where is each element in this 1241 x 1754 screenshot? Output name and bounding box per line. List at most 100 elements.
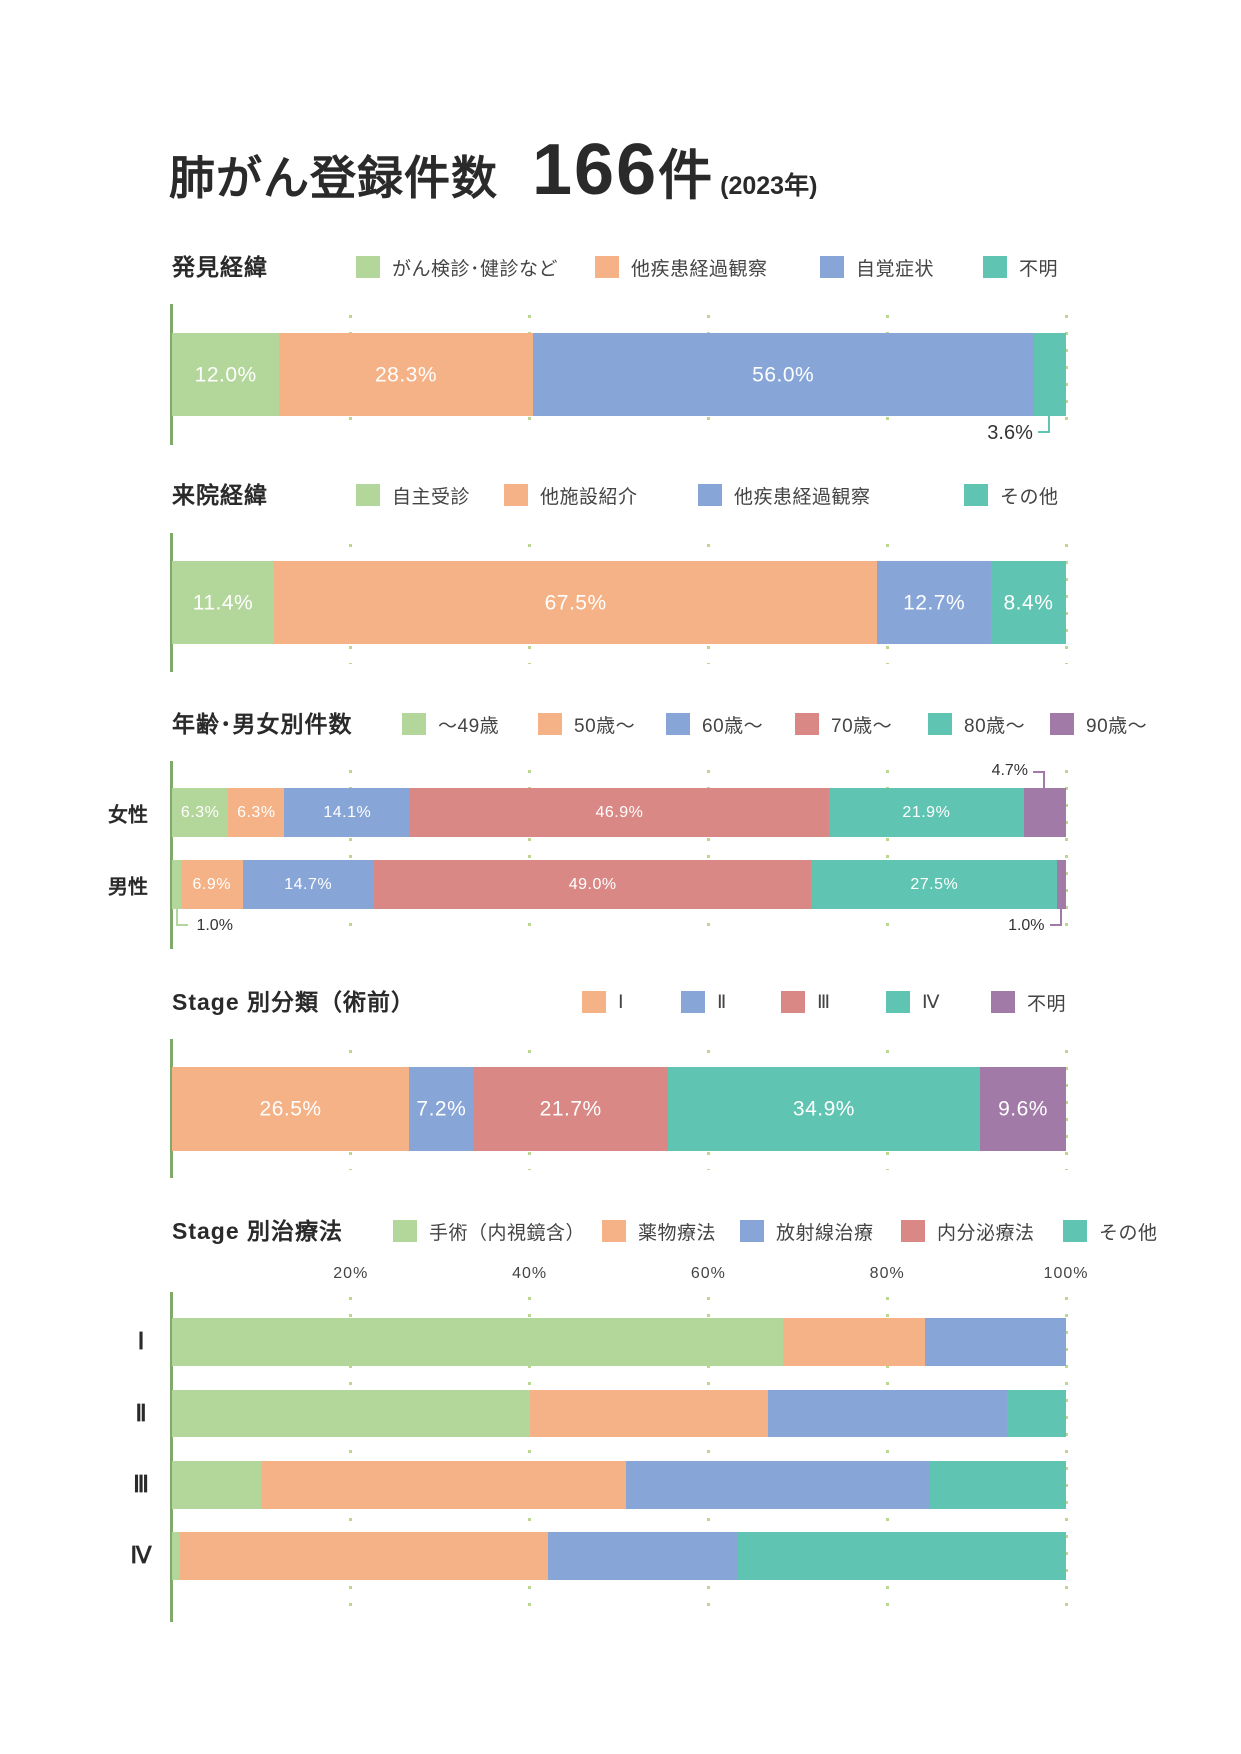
section-heading-stage: Stage 別分類（術前） bbox=[172, 989, 416, 1015]
legend-item: 不明 bbox=[991, 990, 1066, 1015]
legend-item: 薬物療法 bbox=[602, 1219, 717, 1244]
legend-label: 自主受診 bbox=[392, 486, 471, 508]
label-leader-line bbox=[1049, 909, 1062, 926]
legend-swatch bbox=[681, 991, 705, 1013]
bar-segment bbox=[228, 788, 285, 837]
bar-segment bbox=[811, 860, 1058, 909]
legend-item: がん検診･健診など bbox=[356, 255, 558, 280]
data-label: 1.0% bbox=[1008, 917, 1045, 934]
data-label: 4.7% bbox=[991, 762, 1029, 779]
legend-label: 放射線治療 bbox=[776, 1222, 874, 1244]
legend-label: 手術（内視鏡含） bbox=[429, 1222, 586, 1244]
legend-swatch bbox=[964, 484, 988, 506]
bar-segment bbox=[532, 333, 1035, 416]
data-label: 27.5% bbox=[910, 875, 959, 893]
legend-swatch bbox=[602, 1220, 626, 1242]
legend-item: その他 bbox=[964, 483, 1059, 508]
legend-swatch bbox=[698, 484, 722, 506]
legend-label: その他 bbox=[1099, 1222, 1158, 1244]
bar-segment bbox=[930, 1461, 1067, 1509]
title-year: (2023年) bbox=[720, 172, 818, 200]
legend-item: 70歳～ bbox=[795, 712, 893, 737]
bar-segment bbox=[529, 1390, 769, 1437]
legend-label: 薬物療法 bbox=[638, 1222, 717, 1244]
legend-swatch bbox=[781, 991, 805, 1013]
legend-item: 不明 bbox=[983, 255, 1058, 280]
section-heading-treatment: Stage 別治療法 bbox=[172, 1218, 344, 1244]
bar-segment bbox=[172, 1318, 784, 1366]
x-tick-label: 20% bbox=[333, 1265, 369, 1282]
legend-swatch bbox=[393, 1220, 417, 1242]
data-label: 6.9% bbox=[192, 875, 231, 893]
y-axis-line bbox=[170, 1292, 173, 1622]
gridline bbox=[1064, 770, 1068, 940]
data-label: 56.0% bbox=[752, 363, 815, 386]
row-label: Ⅰ bbox=[137, 1329, 145, 1354]
legend-item: Ⅳ bbox=[886, 990, 940, 1014]
legend-swatch bbox=[356, 484, 380, 506]
data-label: 9.6% bbox=[998, 1097, 1048, 1121]
data-label: 11.4% bbox=[192, 591, 254, 614]
bar-segment bbox=[279, 333, 534, 416]
legend-item: 手術（内視鏡含） bbox=[393, 1219, 586, 1244]
section-heading-age-sex: 年齢･男女別件数 bbox=[172, 711, 353, 737]
legend-label: 80歳～ bbox=[964, 715, 1026, 737]
data-label: 26.5% bbox=[259, 1097, 322, 1121]
y-axis-line bbox=[170, 533, 173, 672]
x-tick-label: 80% bbox=[869, 1265, 905, 1282]
legend-label: 70歳～ bbox=[831, 715, 893, 737]
bar-segment bbox=[242, 860, 375, 909]
legend-label: 他施設紹介 bbox=[540, 486, 638, 508]
bar-segment bbox=[172, 1532, 181, 1580]
legend-swatch bbox=[820, 256, 844, 278]
row-label: Ⅱ bbox=[135, 1400, 147, 1426]
legend-label: Ⅳ bbox=[922, 991, 941, 1013]
data-label: 67.5% bbox=[544, 591, 607, 614]
data-label: 6.3% bbox=[237, 803, 276, 821]
legend-swatch bbox=[582, 991, 606, 1013]
bar-segment bbox=[667, 1067, 981, 1151]
data-label: 28.3% bbox=[374, 363, 438, 386]
legend-label: 50歳～ bbox=[574, 715, 636, 737]
bar-segment bbox=[924, 1318, 1067, 1366]
gridline bbox=[528, 1297, 532, 1613]
data-label: 34.9% bbox=[792, 1097, 855, 1121]
bar-segment bbox=[1057, 860, 1067, 909]
bar-segment bbox=[1033, 333, 1067, 416]
legend-swatch bbox=[356, 256, 380, 278]
bar-segment bbox=[172, 1067, 410, 1151]
legend-swatch bbox=[1063, 1220, 1087, 1242]
legend-swatch bbox=[402, 713, 426, 735]
data-label: 46.9% bbox=[595, 803, 644, 821]
legend-label: 内分泌療法 bbox=[937, 1222, 1035, 1244]
legend-swatch bbox=[538, 713, 562, 735]
data-label: 49.0% bbox=[568, 875, 617, 893]
row-label: 男性 bbox=[108, 876, 148, 898]
data-label: 8.4% bbox=[1003, 591, 1054, 614]
legend-label: Ⅰ bbox=[618, 991, 625, 1013]
data-label: 1.0% bbox=[196, 917, 233, 934]
legend-item: 放射線治療 bbox=[740, 1219, 874, 1244]
bar-segment bbox=[410, 788, 830, 837]
bar-segment bbox=[980, 1067, 1067, 1151]
legend-item: Ⅲ bbox=[781, 990, 831, 1014]
legend-item: 自主受診 bbox=[356, 483, 471, 508]
bar-segment bbox=[261, 1461, 627, 1509]
legend-label: 90歳～ bbox=[1086, 715, 1148, 737]
bar-segment bbox=[768, 1390, 1008, 1437]
bar-segment bbox=[172, 860, 182, 909]
x-tick-label: 40% bbox=[512, 1265, 548, 1282]
legend-swatch bbox=[740, 1220, 764, 1242]
page-title: 肺がん登録件数 166 件 (2023年) bbox=[169, 134, 817, 206]
label-leader-line bbox=[1037, 416, 1050, 433]
label-leader-line bbox=[176, 909, 189, 926]
legend-item: 他施設紹介 bbox=[504, 483, 638, 508]
legend-swatch bbox=[983, 256, 1007, 278]
bar-segment bbox=[172, 1461, 262, 1509]
data-label: 3.6% bbox=[987, 422, 1033, 444]
bar-segment bbox=[172, 561, 275, 644]
legend-item: 50歳～ bbox=[538, 712, 636, 737]
legend-label: 他疾患経過観察 bbox=[734, 486, 871, 508]
legend-item: 80歳～ bbox=[928, 712, 1026, 737]
